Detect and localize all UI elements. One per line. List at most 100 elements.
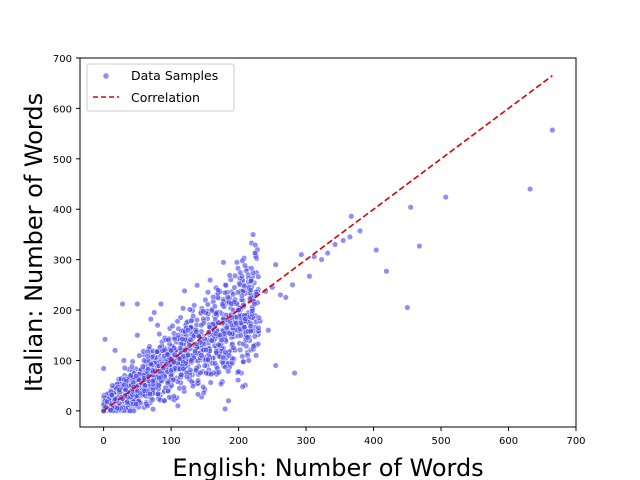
data-point (298, 251, 305, 258)
data-point (193, 340, 200, 347)
data-point (149, 396, 156, 403)
data-point (324, 250, 331, 257)
data-point (100, 365, 107, 372)
data-point (166, 394, 173, 401)
data-point (189, 383, 197, 390)
data-point (212, 360, 219, 367)
data-point (253, 352, 260, 359)
data-point (176, 355, 183, 362)
data-point (128, 363, 135, 370)
data-point (204, 356, 212, 363)
data-point (235, 368, 242, 375)
data-point (121, 364, 128, 372)
data-point (188, 357, 195, 364)
data-point (251, 301, 258, 308)
data-point (186, 306, 193, 313)
data-point (103, 398, 111, 405)
data-point (248, 265, 255, 272)
y-axis-label: Italian: Number of Words (20, 93, 48, 392)
data-point (177, 314, 184, 321)
data-point (255, 273, 262, 280)
data-point (211, 303, 218, 310)
x-tick-label: 500 (431, 436, 450, 447)
data-point (230, 344, 237, 351)
data-point (174, 402, 181, 409)
data-point (239, 257, 246, 264)
data-point (291, 370, 298, 377)
data-point (357, 227, 364, 234)
data-point (248, 277, 255, 284)
data-point (222, 405, 229, 412)
data-point (187, 367, 194, 374)
legend-scatter-marker (102, 72, 110, 80)
data-point (139, 363, 146, 370)
data-point (201, 362, 208, 369)
y-tick-label: 500 (53, 155, 72, 166)
data-point (165, 387, 172, 395)
data-point (161, 397, 168, 404)
x-tick-label: 300 (297, 436, 316, 447)
x-tick-label: 0 (100, 436, 106, 447)
data-point (318, 256, 325, 263)
data-point (252, 241, 259, 249)
data-point (242, 316, 249, 323)
data-point (119, 300, 126, 308)
data-point (147, 316, 154, 323)
y-tick-label: 700 (53, 54, 72, 65)
data-point (240, 358, 247, 365)
x-tick-label: 700 (566, 436, 585, 447)
data-point (208, 371, 215, 378)
data-point (187, 336, 194, 343)
data-point (206, 324, 213, 331)
data-point (282, 294, 289, 301)
data-point (404, 304, 411, 311)
data-point (203, 370, 210, 377)
data-point (180, 365, 187, 372)
data-point (238, 292, 246, 299)
data-point (222, 282, 229, 289)
data-point (121, 381, 128, 388)
data-point (144, 402, 151, 409)
data-point (177, 345, 184, 352)
data-point (277, 291, 284, 298)
data-point (240, 341, 247, 348)
data-point (156, 330, 163, 338)
data-point (232, 272, 239, 279)
data-point (226, 272, 233, 279)
data-point (156, 374, 163, 381)
data-point (251, 333, 258, 340)
data-point (191, 302, 198, 309)
data-point (193, 328, 200, 335)
x-tick-label: 100 (162, 436, 181, 447)
data-point (373, 247, 380, 254)
data-point (416, 242, 423, 250)
data-point (150, 406, 157, 413)
legend-label-data-samples: Data Samples (131, 68, 218, 83)
data-point (133, 373, 140, 380)
data-point (527, 186, 534, 193)
data-point (226, 330, 233, 337)
point-cloud-layer (100, 231, 262, 414)
data-point (306, 273, 313, 280)
data-point (165, 336, 172, 343)
correlation-line (103, 75, 553, 412)
data-point (149, 378, 156, 385)
data-point (235, 377, 242, 384)
data-point (215, 341, 222, 348)
data-point (190, 312, 197, 320)
data-point (169, 322, 176, 329)
data-point (215, 369, 222, 376)
data-point (220, 259, 227, 266)
data-point (216, 332, 223, 339)
data-point (194, 391, 202, 398)
data-point (311, 253, 318, 260)
data-point (141, 387, 148, 394)
data-point (332, 241, 339, 248)
data-point (229, 360, 236, 367)
data-point (157, 300, 165, 308)
data-point (225, 368, 232, 375)
data-point (212, 310, 220, 317)
data-point (145, 366, 152, 373)
data-point (101, 336, 109, 343)
data-point (168, 347, 175, 354)
